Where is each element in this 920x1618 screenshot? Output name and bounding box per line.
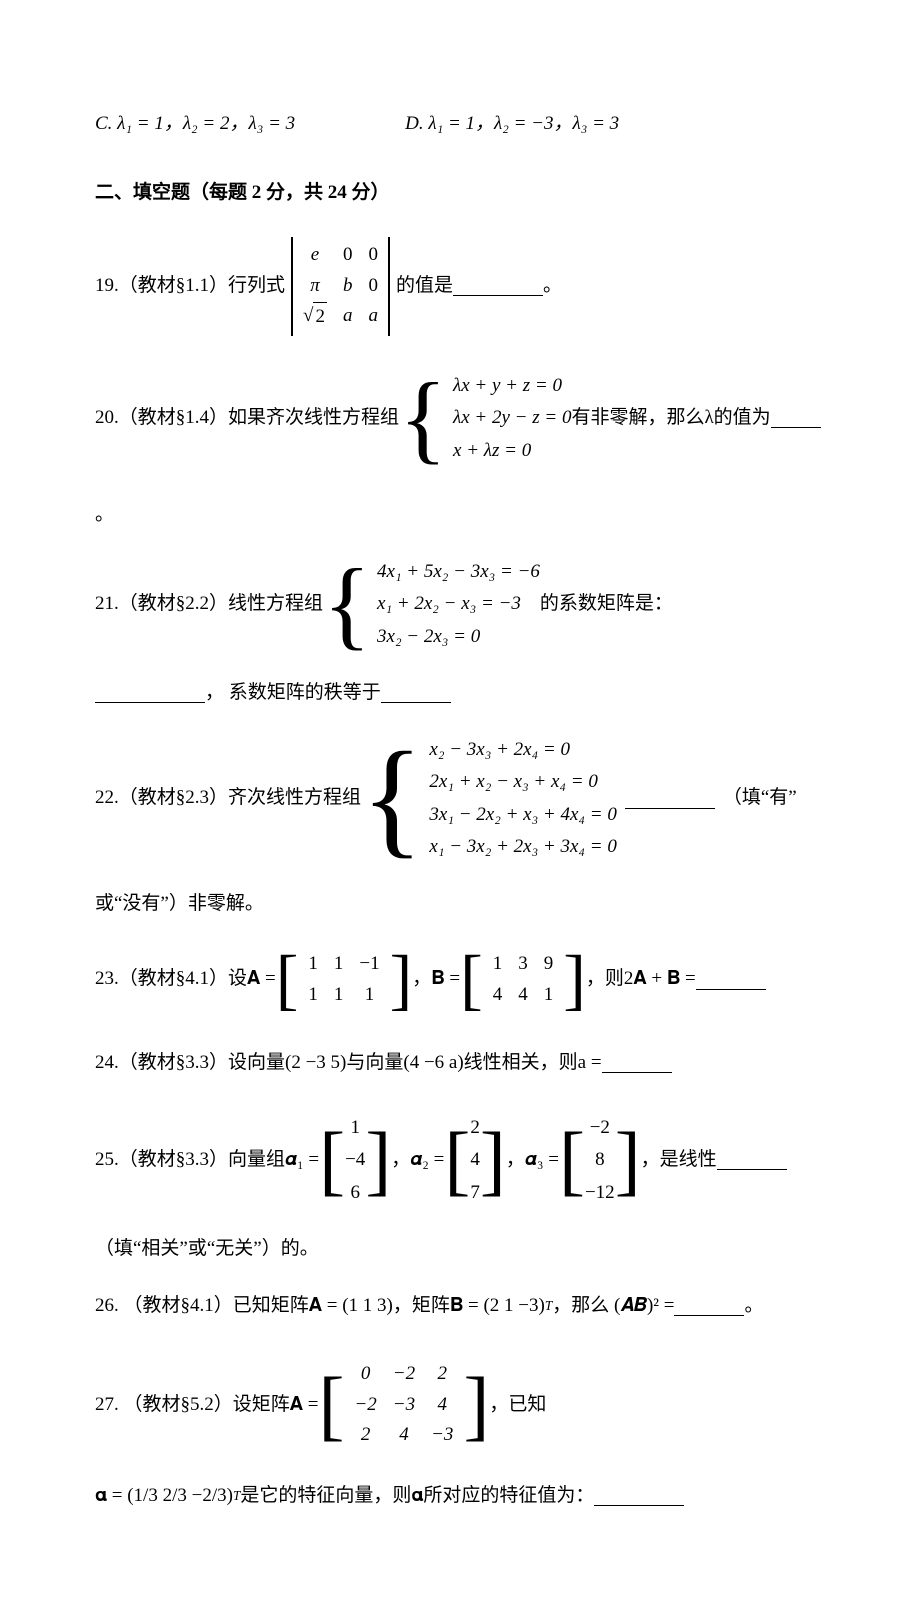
q21-cont-text: ， 系数矩阵的秩等于 [205,679,381,708]
q26-line2: (𝑨𝑩)² = 。 [614,1292,763,1321]
q26-line1a: 26. （教材§4.1）已知矩阵𝐀 = (1 1 3)，矩阵𝐁 = (2 1 −… [95,1292,545,1321]
q20-lead: 20.（教材§1.4）如果齐次线性方程组 [95,404,399,433]
q24-blank[interactable] [602,1053,672,1073]
q20-period: 。 [95,501,825,530]
q23: 23.（教材§4.1）设𝐀 = [ 1 1 −1 1 1 1 ] ，𝐁 = [ … [95,946,766,1013]
q23-lead: 23.（教材§4.1）设𝐀 = [95,965,276,994]
q21-tail1: 的系数矩阵是： [540,590,673,619]
q25-mid2: ，𝜶₃ = [506,1146,559,1175]
q27-line2: 𝛂 = (1/3 2/3 −2/3)T 是它的特征向量，则𝛂所对应的特征值为： [95,1482,684,1511]
q18-option-d: D. λ₁ = 1，λ₂ = −3，λ₃ = 3 [405,110,619,139]
q25-alpha3: [ −2 8 −12 ] [559,1114,641,1208]
q22-blank[interactable] [625,789,715,809]
q19-tail2: 。 [543,272,562,301]
exam-page: C. λ₁ = 1，λ₂ = 2，λ₃ = 3 D. λ₁ = 1，λ₂ = −… [0,0,920,1618]
q20-system: { λx + y + z = 0 λx + 2y − z = 0 x + λz … [399,372,571,466]
q18-option-c: C. λ₁ = 1，λ₂ = 2，λ₃ = 3 [95,110,295,139]
q20-blank-inline[interactable] [771,408,821,428]
q22-system: { x₂ − 3x₃ + 2x₄ = 0 2x₁ + x₂ − x₃ + x₄ … [361,736,617,862]
q26-line1: 26. （教材§4.1）已知矩阵𝐀 = (1 1 3)，矩阵𝐁 = (2 1 −… [95,1292,609,1321]
q25-cont: （填“相关”或“无关”）的。 [95,1235,825,1264]
q26-line2a: (𝑨𝑩)² = [614,1292,674,1321]
q25-alpha2: [ 2 4 7 ] [444,1114,505,1208]
q21-cont: ， 系数矩阵的秩等于 [95,679,451,708]
q22: 22.（教材§2.3）齐次线性方程组 { x₂ − 3x₃ + 2x₄ = 0 … [95,736,797,862]
q24: 24.（教材§3.3）设向量(2 −3 5)与向量(4 −6 a)线性相关，则a… [95,1049,672,1078]
q27: 27. （教材§5.2）设矩阵𝐀 = [ 0 −2 2 −2 −3 4 2 4 … [95,1356,546,1454]
q23-matrix-b: [ 1 3 9 4 4 1 ] [460,946,586,1013]
q22-lead: 22.（教材§2.3）齐次线性方程组 [95,784,361,813]
q21-system: { 4x₁ + 5x₂ − 3x₃ = −6 x₁ + 2x₂ − x₃ = −… [323,558,540,652]
q27-line2a: 𝛂 = (1/3 2/3 −2/3) [95,1482,233,1511]
q23-mid: ，𝐁 = [412,965,460,994]
q25-tail: ，是线性 [641,1146,717,1175]
q23-tail: ，则2𝐀 + 𝐁 = [586,965,696,994]
q27-tail: ，已知 [489,1391,546,1420]
q19: 19.（教材§1.1）行列式 e 0 0 π b 0 √2 a a 的值是 。 [95,237,562,336]
q19-blank[interactable] [453,276,543,296]
q26-line2b: 。 [744,1292,763,1321]
q26-blank[interactable] [674,1296,744,1316]
q22-tail1: （填“有” [723,784,797,813]
q18-options: C. λ₁ = 1，λ₂ = 2，λ₃ = 3 D. λ₁ = 1，λ₂ = −… [95,110,825,139]
q26-line1b: ，那么 [552,1292,609,1321]
q25-mid1: ，𝜶₂ = [391,1146,444,1175]
q20: 20.（教材§1.4）如果齐次线性方程组 { λx + y + z = 0 λx… [95,372,821,466]
q27-line2b: 是它的特征向量，则𝛂所对应的特征值为： [240,1482,594,1511]
q21-lead: 21.（教材§2.2）线性方程组 [95,590,323,619]
q22-cont: 或“没有”）非零解。 [95,890,825,919]
q27-blank[interactable] [594,1486,684,1506]
q21-blank2[interactable] [381,683,451,703]
q20-tail1: 有非零解，那么λ的值为 [571,404,770,433]
q19-determinant: e 0 0 π b 0 √2 a a [291,237,390,336]
q27-matrix-a: [ 0 −2 2 −2 −3 4 2 4 −3 ] [318,1356,489,1454]
q27-lead: 27. （教材§5.2）设矩阵𝐀 = [95,1391,318,1420]
q25: 25.（教材§3.3）向量组𝜶₁ = [ 1 −4 6 ] ，𝜶₂ = [ 2 … [95,1114,787,1208]
q25-lead: 25.（教材§3.3）向量组𝜶₁ = [95,1146,319,1175]
q19-tail1: 的值是 [396,272,453,301]
q24-text: 24.（教材§3.3）设向量(2 −3 5)与向量(4 −6 a)线性相关，则a… [95,1049,602,1078]
q25-alpha1: [ 1 −4 6 ] [319,1114,391,1208]
q21: 21.（教材§2.2）线性方程组 { 4x₁ + 5x₂ − 3x₃ = −6 … [95,558,673,652]
q25-blank[interactable] [717,1150,787,1170]
sqrt2-cell: √2 [303,302,327,332]
q21-blank1[interactable] [95,683,205,703]
q19-lead: 19.（教材§1.1）行列式 [95,272,285,301]
q23-matrix-a: [ 1 1 −1 1 1 1 ] [276,946,413,1013]
q23-blank[interactable] [696,970,766,990]
section-2-heading: 二、填空题（每题 2 分，共 24 分） [95,179,825,208]
